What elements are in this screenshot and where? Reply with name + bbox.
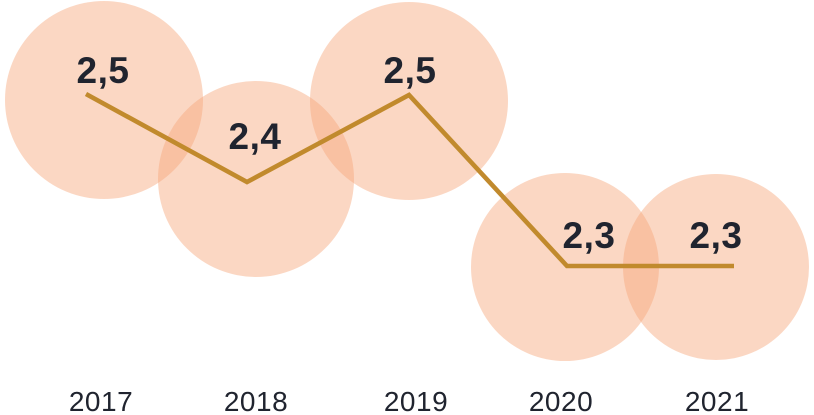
bubble-2017 [5,1,203,199]
x-axis-label-2017: 2017 [68,386,134,415]
x-axis-label-2021: 2021 [684,386,750,415]
value-label-2017: 2,5 [76,50,130,91]
trend-line [84,91,734,269]
x-axis-label-2019: 2019 [383,386,449,415]
value-label-2019: 2,5 [383,50,437,91]
value-label-2021: 2,3 [689,215,743,256]
value-label-2018: 2,4 [228,116,282,157]
value-label-2020: 2,3 [562,215,616,256]
x-axis-label-2018: 2018 [223,386,289,415]
x-axis-label-2020: 2020 [528,386,594,415]
